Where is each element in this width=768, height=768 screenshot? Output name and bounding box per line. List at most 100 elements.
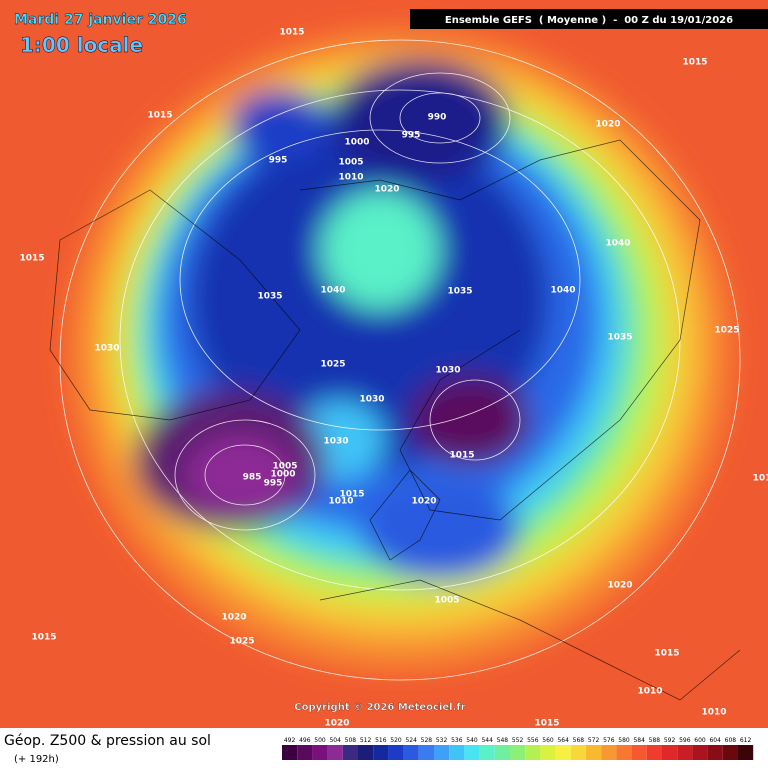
pressure-label: 1020 [411,497,436,507]
scale-label: 580 [618,737,630,744]
scale-label: 512 [360,737,372,744]
scale-label: 596 [679,737,691,744]
pressure-label: 1020 [221,613,246,623]
scale-swatch [403,745,419,760]
pressure-label: 1015 [147,111,172,121]
pressure-label: 1000 [270,470,295,480]
model-info: Ensemble GEFS ( Moyenne ) - 00 Z du 19/0… [445,15,733,26]
pressure-label: 1025 [320,360,345,370]
pressure-label: 995 [402,131,421,141]
scale-swatch [373,745,389,760]
scale-label: 612 [740,737,752,744]
pressure-label: 1035 [447,287,472,297]
pressure-label: 1010 [328,497,353,507]
pressure-label: 1005 [338,158,363,168]
pressure-label: 1040 [320,286,345,296]
pressure-label: 101 [753,474,768,484]
pressure-label: 1020 [607,581,632,591]
scale-swatch [449,745,465,760]
pressure-label: 1030 [435,366,460,376]
scale-swatch [601,745,617,760]
scale-label: 588 [649,737,661,744]
copyright: Copyright © 2026 Meteociel.fr [294,702,465,713]
pressure-label: 1025 [229,637,254,647]
scale-label: 564 [557,737,569,744]
pressure-label: 1005 [272,462,297,472]
scale-swatch [479,745,495,760]
pressure-label: 1020 [374,185,399,195]
pressure-label: 1015 [682,58,707,68]
scale-label: 584 [633,737,645,744]
footer-title: Géop. Z500 & pression au sol [4,733,211,749]
scale-swatch [312,745,328,760]
scale-label: 608 [725,737,737,744]
scale-swatch [631,745,647,760]
scale-label: 604 [709,737,721,744]
pressure-label: 1015 [19,254,44,264]
scale-label: 552 [512,737,524,744]
scale-label: 520 [390,737,402,744]
scale-swatch [494,745,510,760]
pressure-label: 1020 [595,120,620,130]
scale-label: 568 [573,737,585,744]
pressure-label: 995 [264,479,283,489]
pressure-label: 1030 [94,344,119,354]
scale-label: 576 [603,737,615,744]
pressure-label: 1035 [607,333,632,343]
scale-label: 500 [314,737,326,744]
pressure-label: 985 [243,473,262,483]
scale-label: 536 [451,737,463,744]
footer-lead: (+ 192h) [14,754,59,765]
scale-swatch [646,745,662,760]
scale-swatch [586,745,602,760]
scale-label: 516 [375,737,387,744]
scale-label: 572 [588,737,600,744]
scale-swatch [342,745,358,760]
scale-label: 524 [405,737,417,744]
scale-swatch [418,745,434,760]
scale-swatch [662,745,678,760]
scale-swatch [282,745,298,760]
pressure-label: 1015 [31,633,56,643]
pressure-label: 1030 [323,437,348,447]
scale-swatch [677,745,693,760]
scale-label: 528 [421,737,433,744]
scale-label: 548 [497,737,509,744]
scale-swatch [570,745,586,760]
pressure-label: 1020 [324,719,349,729]
scale-swatch [692,745,708,760]
pressure-label: 1005 [434,596,459,606]
pressure-label: 1015 [279,28,304,38]
scale-label: 508 [345,737,357,744]
date: Mardi 27 janvier 2026 [14,12,187,28]
scale-label: 496 [299,737,311,744]
scale-label: 544 [481,737,493,744]
scale-label: 504 [329,737,341,744]
pressure-label: 1015 [534,719,559,729]
color-scale: 492 496 500 504 508 512 516 520 524 528 532 536 540 5… [282,737,754,760]
pressure-label: 1030 [359,395,384,405]
scale-swatch [510,745,526,760]
scale-swatch [327,745,343,760]
scale-swatch [434,745,450,760]
scale-swatch [555,745,571,760]
pressure-label: 1015 [339,490,364,500]
scale-swatch [707,745,723,760]
scale-label: 600 [694,737,706,744]
scale-label: 560 [542,737,554,744]
pressure-label: 1040 [550,286,575,296]
scale-swatch [525,745,541,760]
pressure-label: 1010 [701,708,726,718]
pressure-label: 1040 [605,239,630,249]
scale-swatch [388,745,404,760]
pressure-label: 1000 [344,138,369,148]
pressure-label: 995 [269,156,288,166]
scale-swatch [464,745,480,760]
scale-label: 540 [466,737,478,744]
scale-label: 532 [436,737,448,744]
pressure-label: 1035 [257,292,282,302]
pressure-label: 1015 [449,451,474,461]
pressure-label: 1010 [637,687,662,697]
